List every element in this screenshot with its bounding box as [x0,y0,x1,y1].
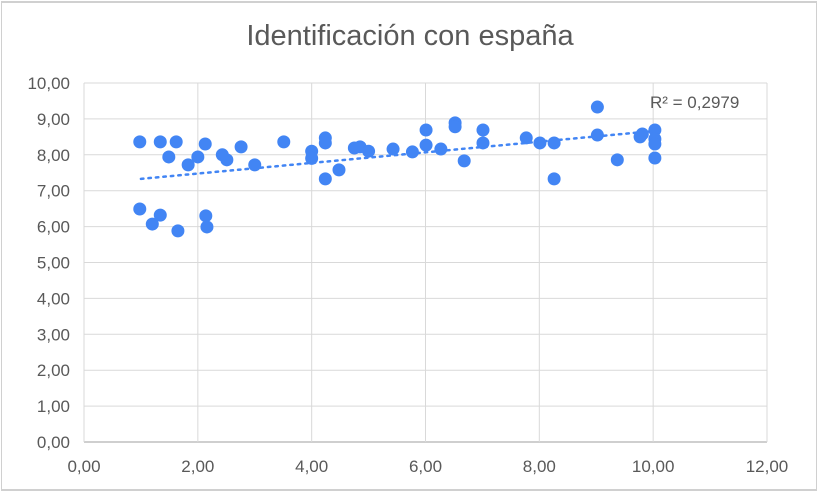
data-point [533,136,547,150]
data-point [648,151,662,165]
data-point [635,127,649,141]
data-point [200,220,214,234]
data-point [648,137,662,151]
data-point [457,154,471,168]
x-tick-label: 0,00 [67,457,100,476]
y-tick-label: 8,00 [37,146,70,165]
y-tick-label: 6,00 [37,218,70,237]
data-point [419,138,433,152]
data-point [181,158,195,172]
data-point [318,172,332,186]
data-point [434,142,448,156]
y-tick-label: 10,00 [27,74,70,93]
data-point [248,158,262,172]
data-point [169,135,183,149]
data-point [590,128,604,142]
data-point [133,202,147,216]
data-point [133,135,147,149]
y-tick-label: 2,00 [37,361,70,380]
r-squared-label: R² = 0,2979 [650,93,739,112]
data-point [547,136,561,150]
data-point [162,150,176,164]
data-point [590,100,604,114]
data-point [145,217,159,231]
y-tick-label: 7,00 [37,182,70,201]
data-point [386,142,400,156]
data-point [476,123,490,137]
x-tick-label: 2,00 [181,457,214,476]
y-tick-label: 1,00 [37,397,70,416]
y-tick-label: 3,00 [37,325,70,344]
data-point [362,144,376,158]
data-point [448,120,462,134]
data-point [610,153,624,167]
data-point [476,136,490,150]
y-tick-label: 4,00 [37,289,70,308]
data-point [153,135,167,149]
data-point [332,163,346,177]
data-point [198,137,212,151]
chart-title: Identificación con españa [246,20,574,52]
data-point [199,209,213,223]
data-point [419,123,433,137]
data-point [277,135,291,149]
x-tick-label: 10,00 [632,457,675,476]
data-point [171,224,185,238]
data-point [405,145,419,159]
y-tick-label: 5,00 [37,254,70,273]
trendline [139,129,655,181]
data-point [648,123,662,137]
data-point [519,131,533,145]
y-tick-label: 9,00 [37,110,70,129]
x-tick-label: 6,00 [409,457,442,476]
data-point [220,153,234,167]
data-point [318,136,332,150]
x-tick-label: 4,00 [295,457,328,476]
data-point [305,151,319,165]
data-point [234,140,248,154]
data-point [191,150,205,164]
y-tick-label: 0,00 [37,433,70,452]
x-tick-label: 12,00 [746,457,789,476]
x-tick-label: 8,00 [523,457,556,476]
data-point [547,172,561,186]
data-point [153,208,167,222]
